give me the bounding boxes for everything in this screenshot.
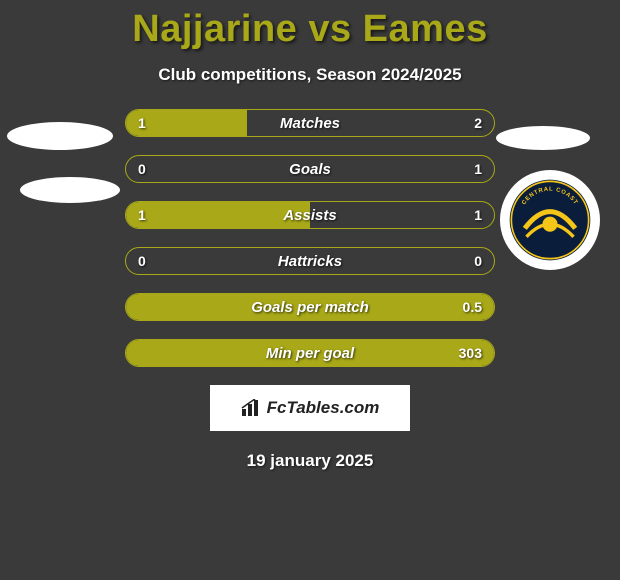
brand-text: FcTables.com <box>267 398 380 418</box>
stat-label: Matches <box>126 110 494 136</box>
stats-container: 1 Matches 2 0 Goals 1 1 Assists 1 0 Hatt… <box>125 109 495 367</box>
stat-label: Hattricks <box>126 248 494 274</box>
stat-row-min-per-goal: Min per goal 303 <box>125 339 495 367</box>
comparison-title: Najjarine vs Eames <box>0 0 620 51</box>
team-badge-right: CENTRAL COAST <box>500 170 600 270</box>
stat-row-assists: 1 Assists 1 <box>125 201 495 229</box>
stat-right-value: 2 <box>474 110 482 136</box>
stat-row-goals-per-match: Goals per match 0.5 <box>125 293 495 321</box>
stat-label: Assists <box>126 202 494 228</box>
stat-right-value: 1 <box>474 156 482 182</box>
player-right-badge-placeholder <box>496 126 590 150</box>
stat-row-goals: 0 Goals 1 <box>125 155 495 183</box>
stat-row-hattricks: 0 Hattricks 0 <box>125 247 495 275</box>
stat-right-value: 0 <box>474 248 482 274</box>
stat-right-value: 0.5 <box>463 294 482 320</box>
bars-icon <box>241 399 263 417</box>
stat-right-value: 1 <box>474 202 482 228</box>
mariners-crest-icon: CENTRAL COAST <box>508 178 592 262</box>
player-left-badge-placeholder <box>7 122 113 150</box>
comparison-subtitle: Club competitions, Season 2024/2025 <box>0 65 620 85</box>
snapshot-date: 19 january 2025 <box>0 451 620 471</box>
stat-label: Min per goal <box>126 340 494 366</box>
fctables-watermark[interactable]: FcTables.com <box>210 385 410 431</box>
stat-right-value: 303 <box>459 340 482 366</box>
stat-label: Goals per match <box>126 294 494 320</box>
stat-label: Goals <box>126 156 494 182</box>
player-left-badge-placeholder-2 <box>20 177 120 203</box>
stat-row-matches: 1 Matches 2 <box>125 109 495 137</box>
